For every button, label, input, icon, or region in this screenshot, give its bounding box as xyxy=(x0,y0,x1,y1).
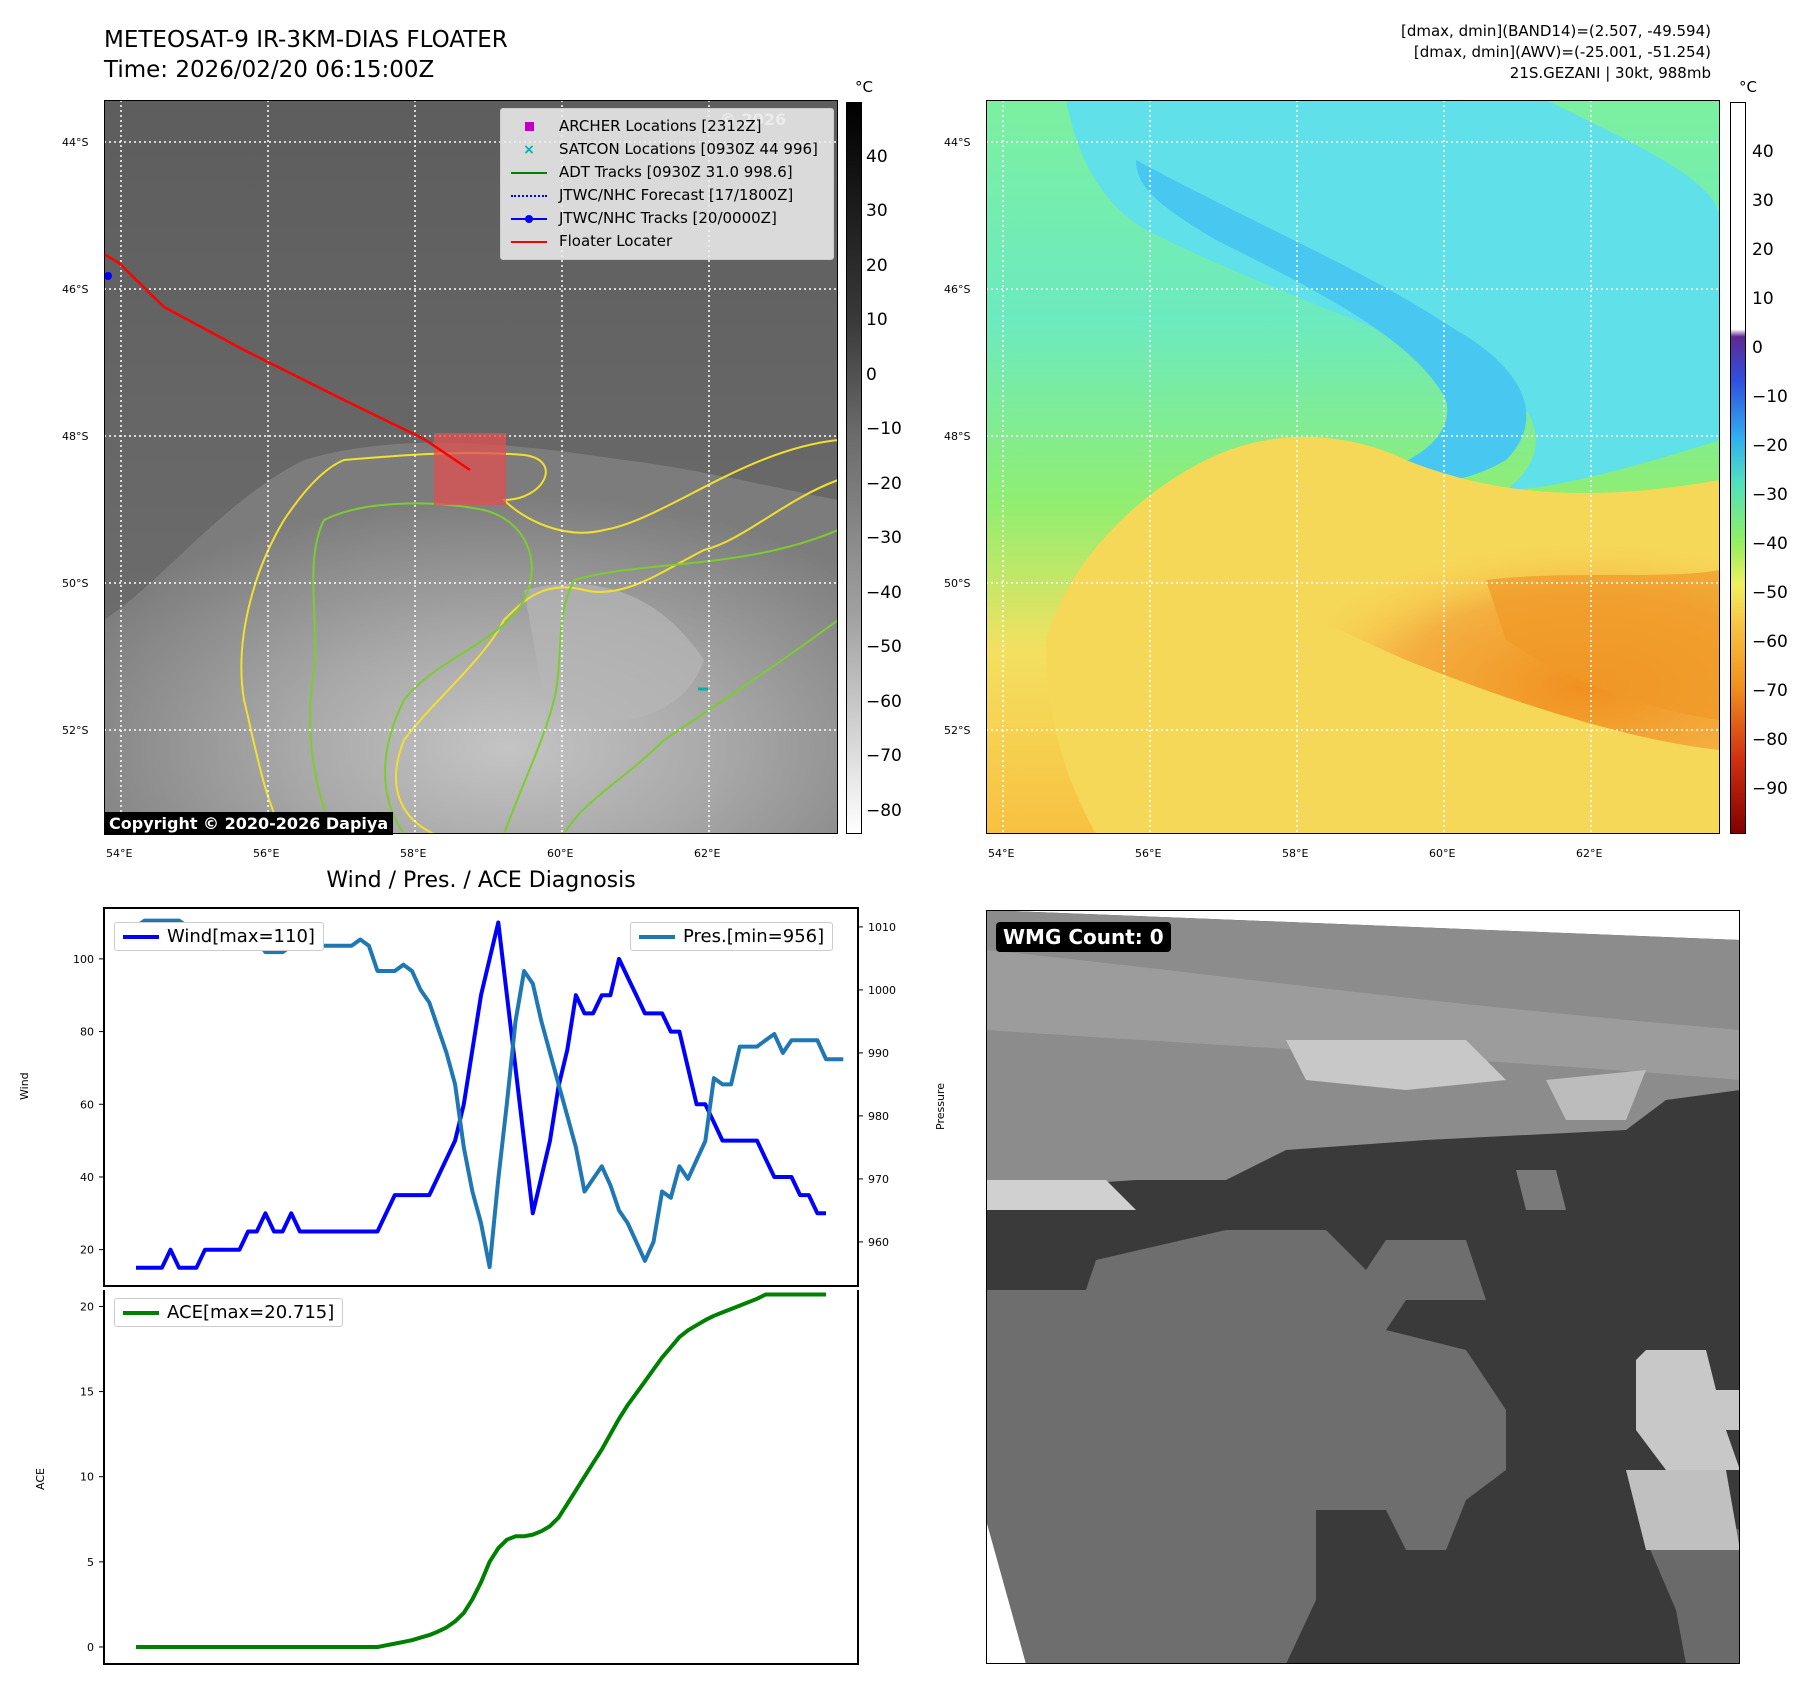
copyright-label: Copyright © 2020-2026 Dapiya xyxy=(104,812,394,835)
ir-lat-label: 50°S xyxy=(62,577,89,590)
ir-lat-label: 44°S xyxy=(62,136,89,149)
wv-colorbar-tick: −80 xyxy=(1752,730,1788,750)
pressure-legend: Pres.[min=956] xyxy=(630,922,834,951)
ir-colorbar-tick: 0 xyxy=(866,365,877,385)
ir-colorbar-tick: 30 xyxy=(866,201,888,221)
wv-colorbar-tick: −40 xyxy=(1752,534,1788,554)
wv-colorbar-tick: −10 xyxy=(1752,387,1788,407)
wv-colorbar-tick: −20 xyxy=(1752,436,1788,456)
wv-lat-label: 44°S xyxy=(944,136,971,149)
ir-colorbar-tick: −80 xyxy=(866,801,902,821)
y2-tick-label: 1010 xyxy=(868,921,896,934)
y-tick-label: 0 xyxy=(87,1641,94,1654)
ir-lon-label: 62°E xyxy=(694,847,721,860)
figure-time: Time: 2026/02/20 06:15:00Z xyxy=(104,57,435,83)
wv-lon-label: 54°E xyxy=(988,847,1015,860)
floater-locater-track xyxy=(104,252,471,472)
y2-tick-label: 960 xyxy=(868,1236,889,1249)
diagnosis-title: Wind / Pres. / ACE Diagnosis xyxy=(326,868,636,893)
figure-title: METEOSAT-9 IR-3KM-DIAS FLOATER xyxy=(104,27,508,53)
ace-chart[interactable]: 0 5 10 15 20 xyxy=(0,1290,900,1670)
ir-lon-label: 56°E xyxy=(253,847,280,860)
series-line-wind xyxy=(136,920,826,1270)
wv-lat-label: 50°S xyxy=(944,577,971,590)
jtwc-track-point xyxy=(104,272,112,280)
y2-tick-label: 990 xyxy=(868,1047,889,1060)
wv-colorbar-tick: −30 xyxy=(1752,485,1788,505)
wv-colorbar-tick: −70 xyxy=(1752,681,1788,701)
wv-lat-label: 48°S xyxy=(944,430,971,443)
ir-colorbar-tick: −10 xyxy=(866,419,902,439)
ace-axis-label: ACE xyxy=(34,1468,47,1490)
legend-jtwc-tracks: JTWC/NHC Tracks [20/0000Z] xyxy=(509,207,825,230)
legend-floater: Floater Locater xyxy=(509,230,825,253)
wv-colorbar-tick: 40 xyxy=(1752,142,1774,162)
ir-colorbar-tick: −60 xyxy=(866,692,902,712)
series-line-ace xyxy=(136,1292,826,1649)
ir-colorbar-tick: 20 xyxy=(866,256,888,276)
y-tick-label: 40 xyxy=(80,1171,94,1184)
wv-colorbar-tick: −90 xyxy=(1752,779,1788,799)
microwave-image[interactable] xyxy=(986,910,1740,1664)
ir-lat-label: 48°S xyxy=(62,430,89,443)
wv-lon-label: 58°E xyxy=(1282,847,1309,860)
plot-frame xyxy=(103,1290,859,1665)
y-tick-label: 20 xyxy=(80,1300,94,1313)
y2-tick-label: 1000 xyxy=(868,984,896,997)
wv-colorbar-unit: °C xyxy=(1739,78,1757,96)
info-storm: 21S.GEZANI | 30kt, 988mb xyxy=(1509,64,1711,82)
wv-colorbar-tick: −60 xyxy=(1752,632,1788,652)
y-tick-label: 15 xyxy=(80,1386,94,1399)
wv-colorbar xyxy=(1730,102,1746,834)
ir-lat-label: 46°S xyxy=(62,283,89,296)
info-band14: [dmax, dmin](BAND14)=(2.507, -49.594) xyxy=(1400,22,1711,40)
y2-tick-label: 970 xyxy=(868,1173,889,1186)
ir-colorbar-tick: −20 xyxy=(866,474,902,494)
ir-colorbar-tick: −70 xyxy=(866,746,902,766)
ir-colorbar xyxy=(846,102,862,834)
ir-lon-label: 58°E xyxy=(400,847,427,860)
y2-tick-label: 980 xyxy=(868,1110,889,1123)
wv-lat-label: 52°S xyxy=(944,724,971,737)
y-tick-label: 20 xyxy=(80,1244,94,1257)
ir-colorbar-tick: −50 xyxy=(866,637,902,657)
y-tick-label: 80 xyxy=(80,1026,94,1039)
wv-colorbar-tick: 20 xyxy=(1752,240,1774,260)
wind-pressure-chart[interactable]: 20 40 60 80 100 960 970 980 990 1000 1010 xyxy=(0,900,900,1290)
legend-satcon: × SATCON Locations [0930Z 44 996] xyxy=(523,140,818,158)
wind-axis-label: Wind xyxy=(18,1072,31,1100)
ir-lon-label: 60°E xyxy=(547,847,574,860)
wv-lat-label: 46°S xyxy=(944,283,971,296)
wind-legend: Wind[max=110] xyxy=(114,922,324,951)
info-awv: [dmax, dmin](AWV)=(-25.001, -51.254) xyxy=(1413,43,1711,61)
legend-jtwc-forecast: JTWC/NHC Forecast [17/1800Z] xyxy=(509,184,825,207)
y-tick-label: 60 xyxy=(80,1098,94,1111)
wv-satellite-map[interactable] xyxy=(986,100,1720,834)
y-tick-label: 10 xyxy=(80,1471,94,1484)
legend-archer: ARCHER Locations [2312Z] xyxy=(509,115,825,138)
wv-colorbar-tick: 0 xyxy=(1752,338,1763,358)
ir-colorbar-tick: −40 xyxy=(866,583,902,603)
legend-adt: ADT Tracks [0930Z 31.0 998.6] xyxy=(509,161,825,184)
y-tick-label: 5 xyxy=(87,1556,94,1569)
y-tick-label: 100 xyxy=(73,953,94,966)
ir-colorbar-tick: 40 xyxy=(866,147,888,167)
wv-colorbar-tick: 10 xyxy=(1752,289,1774,309)
wv-lon-label: 62°E xyxy=(1576,847,1603,860)
wmg-count-label: WMG Count: 0 xyxy=(996,922,1171,952)
wv-colorbar-tick: 30 xyxy=(1752,191,1774,211)
ir-colorbar-tick: 10 xyxy=(866,310,888,330)
ir-lat-label: 52°S xyxy=(62,724,89,737)
wv-lon-label: 60°E xyxy=(1429,847,1456,860)
ir-colorbar-unit: °C xyxy=(855,78,873,96)
ir-lon-label: 54°E xyxy=(106,847,133,860)
wv-lon-label: 56°E xyxy=(1135,847,1162,860)
ir-colorbar-tick: −30 xyxy=(866,528,902,548)
pressure-axis-label: Pressure xyxy=(934,1083,947,1130)
wv-colorbar-tick: −50 xyxy=(1752,583,1788,603)
ace-legend: ACE[max=20.715] xyxy=(114,1298,344,1327)
ir-legend: ARCHER Locations [2312Z] × SATCON Locati… xyxy=(500,108,834,260)
